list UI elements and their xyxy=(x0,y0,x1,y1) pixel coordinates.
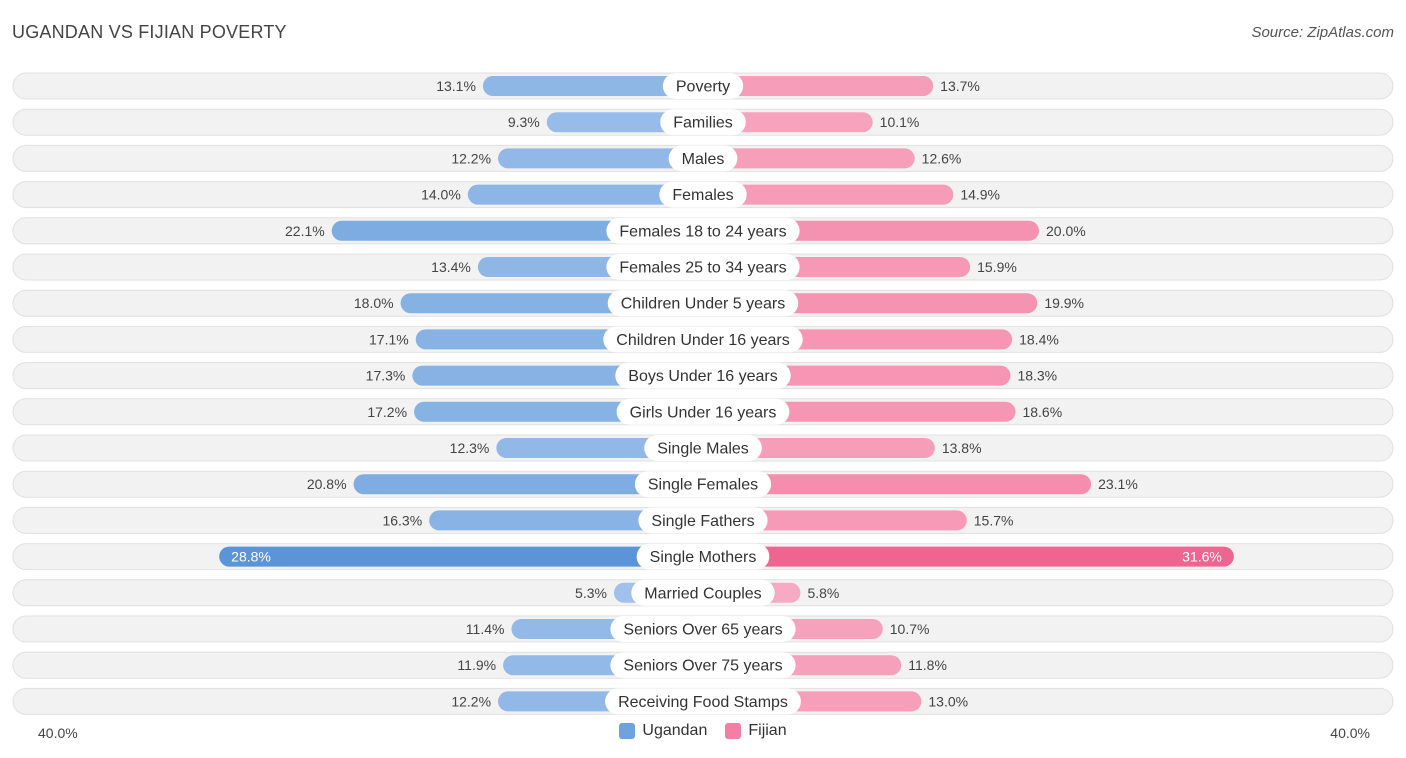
category-label: Males xyxy=(682,151,725,168)
bar-fijian xyxy=(703,112,873,133)
value-label-fijian: 18.6% xyxy=(1022,404,1062,420)
value-label-ugandan: 11.4% xyxy=(466,621,505,637)
bar-fijian xyxy=(703,510,967,531)
category-label: Seniors Over 65 years xyxy=(623,622,782,639)
value-label-ugandan: 22.1% xyxy=(285,223,325,239)
bar-fijian xyxy=(703,184,954,205)
category-label: Girls Under 16 years xyxy=(630,404,777,421)
value-label-ugandan: 17.2% xyxy=(367,404,407,420)
value-label-fijian: 15.9% xyxy=(977,259,1017,275)
value-label-fijian: 15.7% xyxy=(974,512,1014,528)
value-label-ugandan: 13.1% xyxy=(436,78,476,94)
value-label-fijian: 18.4% xyxy=(1019,331,1059,347)
value-label-ugandan: 12.2% xyxy=(451,693,491,709)
category-pill xyxy=(607,290,799,317)
bar-ugandan xyxy=(219,546,703,567)
legend-swatch-fijian xyxy=(725,723,742,739)
legend-item-fijian: Fijian xyxy=(725,722,787,740)
category-pill xyxy=(615,362,791,389)
bar-ugandan xyxy=(467,184,703,205)
category-pill xyxy=(616,398,790,425)
category-pill xyxy=(610,652,796,679)
category-pill xyxy=(668,145,738,172)
category-label: Children Under 16 years xyxy=(616,332,789,349)
value-label-fijian: 19.9% xyxy=(1044,295,1084,311)
category-label: Receiving Food Stamps xyxy=(618,694,788,711)
category-label: Single Females xyxy=(648,477,758,494)
category-pill xyxy=(603,326,803,353)
value-label-fijian: 10.1% xyxy=(880,114,920,130)
category-label: Children Under 5 years xyxy=(621,296,786,313)
value-label-fijian: 13.8% xyxy=(942,440,982,456)
bar-ugandan xyxy=(353,474,703,495)
category-label: Single Mothers xyxy=(650,549,757,566)
value-label-fijian: 23.1% xyxy=(1098,476,1138,492)
category-label: Single Fathers xyxy=(651,513,754,530)
value-label-fijian: 5.8% xyxy=(807,585,839,601)
category-label: Females xyxy=(672,187,733,204)
category-pill xyxy=(634,471,772,498)
category-pill xyxy=(659,181,747,208)
value-label-ugandan: 18.0% xyxy=(354,295,394,311)
category-pill xyxy=(606,254,800,280)
category-label: Females 25 to 34 years xyxy=(619,260,786,277)
value-label-ugandan: 28.8% xyxy=(231,549,271,565)
bar-ugandan xyxy=(498,148,703,169)
legend-swatch-ugandan xyxy=(619,723,636,739)
bar-fijian xyxy=(703,546,1234,567)
category-label: Boys Under 16 years xyxy=(628,368,777,385)
value-label-ugandan: 9.3% xyxy=(508,114,540,130)
bar-fijian xyxy=(703,76,934,96)
axis-max-label: 40.0% xyxy=(1330,725,1370,741)
category-pill xyxy=(662,73,744,99)
category-pill xyxy=(606,217,800,244)
axis-min-label: 40.0% xyxy=(38,725,78,741)
category-pill xyxy=(638,507,768,534)
value-label-fijian: 13.7% xyxy=(940,78,980,94)
value-label-ugandan: 20.8% xyxy=(307,476,347,492)
bar-fijian xyxy=(703,474,1092,495)
category-label: Married Couples xyxy=(644,585,761,602)
value-label-fijian: 31.6% xyxy=(1182,549,1222,565)
category-pill xyxy=(631,579,775,606)
value-label-ugandan: 13.4% xyxy=(431,259,471,275)
legend-label-fijian: Fijian xyxy=(748,722,787,739)
value-label-ugandan: 17.1% xyxy=(369,331,409,347)
category-label: Single Males xyxy=(657,441,749,458)
value-label-ugandan: 5.3% xyxy=(575,585,607,601)
category-pill xyxy=(610,616,796,642)
value-label-fijian: 12.6% xyxy=(922,150,962,166)
category-label: Poverty xyxy=(676,79,730,96)
value-label-fijian: 11.8% xyxy=(908,657,947,673)
bar-fijian xyxy=(703,438,935,458)
category-label: Females 18 to 24 years xyxy=(619,223,786,240)
bar-ugandan xyxy=(482,76,703,96)
value-label-ugandan: 12.3% xyxy=(450,440,490,456)
value-label-fijian: 13.0% xyxy=(928,693,968,709)
value-label-ugandan: 11.9% xyxy=(457,657,496,673)
chart-title: UGANDAN VS FIJIAN POVERTY xyxy=(12,22,287,42)
value-label-ugandan: 17.3% xyxy=(366,368,406,384)
category-pill xyxy=(644,435,762,461)
value-label-fijian: 18.3% xyxy=(1017,368,1057,384)
category-label: Seniors Over 75 years xyxy=(623,658,782,675)
bar-fijian xyxy=(703,148,915,169)
category-label: Families xyxy=(673,115,733,132)
value-label-ugandan: 12.2% xyxy=(451,150,491,166)
legend: Ugandan Fijian xyxy=(0,722,1406,740)
value-label-fijian: 20.0% xyxy=(1046,223,1086,239)
value-label-ugandan: 14.0% xyxy=(421,187,461,203)
value-label-fijian: 10.7% xyxy=(890,621,930,637)
category-pill xyxy=(660,109,746,136)
legend-item-ugandan: Ugandan xyxy=(619,722,707,740)
category-pill xyxy=(636,543,770,570)
bar-chart: Poverty 13.1% 13.7% Families 9.3% 10.1% Males 1… xyxy=(12,72,1394,715)
value-label-fijian: 14.9% xyxy=(960,187,1000,203)
value-label-ugandan: 16.3% xyxy=(382,512,422,528)
bar-ugandan xyxy=(429,510,703,531)
category-pill xyxy=(605,688,801,715)
legend-label-ugandan: Ugandan xyxy=(642,722,708,739)
chart-source: Source: ZipAtlas.com xyxy=(1251,24,1394,41)
